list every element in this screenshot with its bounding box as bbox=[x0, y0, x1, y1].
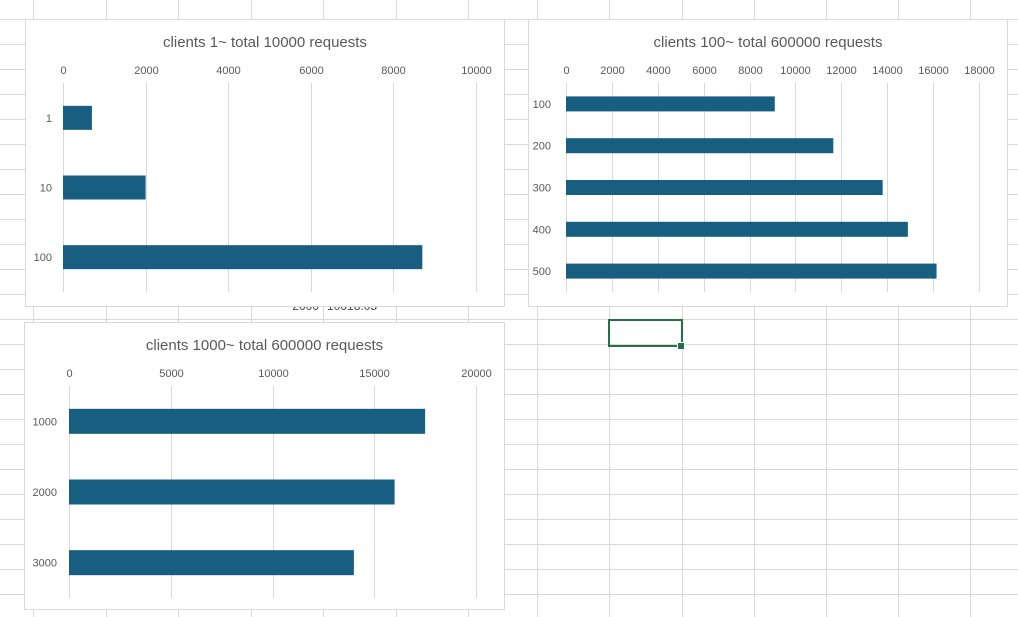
x-tick-label: 0 bbox=[66, 368, 72, 380]
x-tick-label: 2000 bbox=[600, 65, 624, 77]
category-label: 200 bbox=[533, 141, 551, 153]
x-tick-label: 12000 bbox=[826, 65, 857, 77]
category-label: 2000 bbox=[33, 487, 57, 499]
chart-3-title: clients 1000~ total 600000 requests bbox=[145, 337, 384, 354]
x-tick-label: 8000 bbox=[381, 65, 405, 77]
category-label: 100 bbox=[34, 252, 52, 264]
x-tick-label: 6000 bbox=[299, 65, 323, 77]
chart-3-plot: 0 5000 10000 15000 20000 1000 2000 3000 bbox=[33, 368, 492, 598]
category-label: 1000 bbox=[33, 416, 57, 428]
x-tick-label: 16000 bbox=[918, 65, 949, 77]
category-label: 100 bbox=[533, 99, 551, 111]
chart-3[interactable]: clients 1000~ total 600000 requests 0 500… bbox=[24, 322, 505, 610]
chart-1-title: clients 1~ total 10000 requests bbox=[163, 34, 367, 51]
x-tick-label: 4000 bbox=[646, 65, 670, 77]
x-tick-label: 4000 bbox=[216, 65, 240, 77]
category-label: 3000 bbox=[33, 558, 57, 570]
chart-2-title: clients 100~ total 600000 requests bbox=[653, 34, 883, 51]
bar[interactable] bbox=[566, 263, 937, 279]
bar[interactable] bbox=[63, 175, 146, 200]
bar[interactable] bbox=[69, 550, 354, 576]
x-tick-label: 10000 bbox=[461, 65, 492, 77]
chart-2-plot: 0 2000 4000 6000 8000 10000 12000 14000 16000 180… bbox=[533, 65, 995, 292]
x-tick-label: 6000 bbox=[692, 65, 716, 77]
category-label: 400 bbox=[533, 224, 551, 236]
x-tick-label: 20000 bbox=[461, 368, 492, 380]
chart-1[interactable]: clients 1~ total 10000 requests 0 2000 400… bbox=[25, 19, 505, 307]
category-label: 1 bbox=[46, 113, 52, 125]
bar[interactable] bbox=[69, 408, 426, 434]
x-tick-label: 5000 bbox=[159, 368, 183, 380]
bar[interactable] bbox=[63, 245, 423, 270]
x-tick-label: 15000 bbox=[359, 368, 390, 380]
x-tick-label: 0 bbox=[60, 65, 66, 77]
bar[interactable] bbox=[566, 138, 834, 154]
category-label: 10 bbox=[40, 183, 52, 195]
active-cell-selection[interactable] bbox=[608, 319, 683, 347]
bar[interactable] bbox=[69, 479, 395, 505]
x-tick-label: 10000 bbox=[258, 368, 289, 380]
x-tick-label: 18000 bbox=[964, 65, 995, 77]
bar[interactable] bbox=[566, 180, 883, 195]
x-tick-label: 0 bbox=[563, 65, 569, 77]
x-tick-label: 14000 bbox=[872, 65, 903, 77]
bar[interactable] bbox=[566, 221, 908, 237]
x-tick-label: 8000 bbox=[738, 65, 762, 77]
category-label: 500 bbox=[533, 266, 551, 278]
chart-2[interactable]: clients 100~ total 600000 requests 0 2000… bbox=[528, 19, 1008, 307]
category-label: 300 bbox=[533, 183, 551, 195]
bar[interactable] bbox=[566, 96, 775, 112]
chart-1-plot: 0 2000 4000 6000 8000 10000 1 10 100 bbox=[34, 65, 492, 292]
x-tick-label: 10000 bbox=[780, 65, 811, 77]
bar[interactable] bbox=[63, 105, 92, 130]
x-tick-label: 2000 bbox=[134, 65, 158, 77]
fill-handle[interactable] bbox=[677, 342, 685, 350]
